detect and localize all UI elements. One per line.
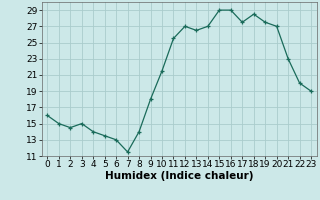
X-axis label: Humidex (Indice chaleur): Humidex (Indice chaleur) (105, 171, 253, 181)
